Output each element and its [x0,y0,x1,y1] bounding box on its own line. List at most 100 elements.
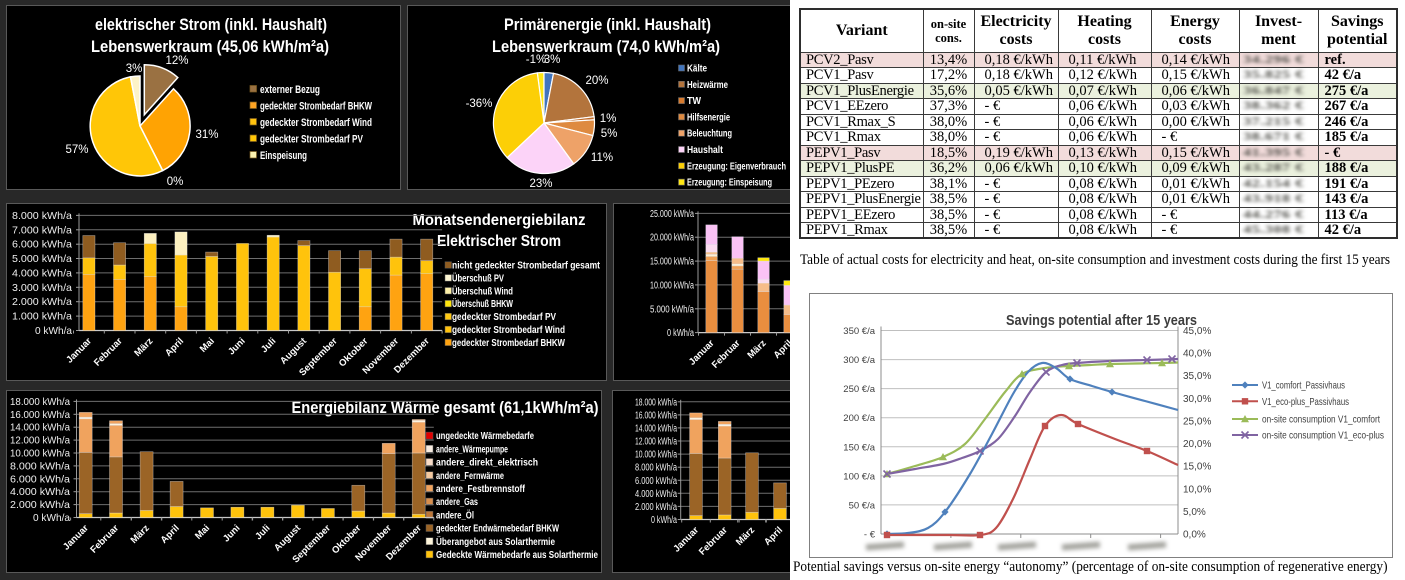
svg-text:andere_Fernwärme: andere_Fernwärme [436,471,504,482]
svg-text:16.000 kWh/a: 16.000 kWh/a [635,410,677,421]
svg-text:Überangebot aus Solarthermie: Überangebot aus Solarthermie [436,535,555,548]
svg-text:April: April [772,338,790,361]
svg-text:8.000 kWh/a: 8.000 kWh/a [10,460,70,472]
svg-text:Monatsendenergiebilanz: Monatsendenergiebilanz [413,212,586,229]
svg-text:57%: 57% [65,144,88,156]
svg-text:20.000 kWh/a: 20.000 kWh/a [650,233,694,244]
svg-text:0 kWh/a: 0 kWh/a [651,515,677,526]
svg-text:-36%: -36% [466,98,493,110]
svg-text:gedeckter Strombedarf Wind: gedeckter Strombedarf Wind [260,117,372,129]
svg-text:31%: 31% [195,129,218,141]
svg-text:3%: 3% [126,63,143,75]
svg-text:14.000 kWh/a: 14.000 kWh/a [10,422,70,434]
svg-text:10,0%: 10,0% [1183,484,1211,495]
svg-text:16.000 kWh/a: 16.000 kWh/a [10,409,70,421]
svg-text:200 €/a: 200 €/a [843,413,875,424]
svg-text:Lebenswerkraum (45,06 kWh/m²a): Lebenswerkraum (45,06 kWh/m²a) [91,37,329,56]
svg-text:0 kWh/a: 0 kWh/a [33,512,70,524]
svg-text:April: April [159,523,182,546]
svg-text:- €: - € [864,530,876,541]
svg-text:April: April [163,336,186,359]
svg-text:Überschuß BHKW: Überschuß BHKW [452,297,513,310]
svg-text:März: März [734,525,757,548]
svg-text:18.000 kWh/a: 18.000 kWh/a [635,397,677,408]
svg-text:Überschuß PV: Überschuß PV [452,271,504,284]
svg-text:on-site consumption V1_eco-plu: on-site consumption V1_eco-plus [1262,430,1384,442]
svg-text:1.000 kWh/a: 1.000 kWh/a [12,311,72,323]
svg-text:3%: 3% [544,54,561,66]
svg-text:gedeckter Strombedarf BHKW: gedeckter Strombedarf BHKW [260,101,372,113]
svg-text:andere_direkt_elektrisch: andere_direkt_elektrisch [436,458,538,469]
svg-text:Februar: Februar [710,338,743,371]
svg-text:25.000 kWh/a: 25.000 kWh/a [650,209,694,220]
svg-text:gedeckter Strombedarf BHKW: gedeckter Strombedarf BHKW [452,338,565,349]
svg-text:Juli: Juli [253,523,272,542]
svg-text:15,0%: 15,0% [1183,462,1211,473]
svg-text:8.000 kWh/a: 8.000 kWh/a [12,210,72,222]
svg-text:Einspeisung: Einspeisung [260,150,307,162]
svg-text:V1_comfort_Passivhaus: V1_comfort_Passivhaus [1262,380,1345,392]
svg-text:V1_eco-plus_Passivhaus: V1_eco-plus_Passivhaus [1262,396,1349,408]
svg-text:nicht gedeckter Strombedarf ge: nicht gedeckter Strombedarf gesamt [452,261,601,272]
svg-text:35,0%: 35,0% [1183,371,1211,382]
svg-text:Februar: Februar [697,525,730,558]
svg-text:gedeckter Strombedarf PV: gedeckter Strombedarf PV [260,134,363,146]
svg-text:4.000 kWh/a: 4.000 kWh/a [635,489,677,500]
svg-text:2.000 kWh/a: 2.000 kWh/a [635,502,677,513]
svg-text:5,0%: 5,0% [1183,507,1206,518]
svg-text:Kälte: Kälte [687,63,707,75]
svg-text:50 €/a: 50 €/a [849,500,876,511]
svg-text:andere_Gas: andere_Gas [436,497,478,508]
svg-text:5.000 kWh/a: 5.000 kWh/a [12,253,72,265]
svg-text:Überschuß Wind: Überschuß Wind [452,284,513,297]
svg-text:300 €/a: 300 €/a [843,355,875,366]
svg-text:April: April [762,525,785,548]
svg-text:12.000 kWh/a: 12.000 kWh/a [635,437,677,448]
svg-text:10.000 kWh/a: 10.000 kWh/a [650,280,694,291]
svg-text:0,0%: 0,0% [1183,530,1206,541]
svg-text:7.000 kWh/a: 7.000 kWh/a [12,224,72,236]
svg-text:Heizwärme: Heizwärme [687,79,728,91]
svg-text:0 kWh/a: 0 kWh/a [35,325,72,337]
svg-text:gedeckter Strombedarf PV: gedeckter Strombedarf PV [452,312,556,323]
svg-text:15.000 kWh/a: 15.000 kWh/a [650,257,694,268]
svg-text:20,0%: 20,0% [1183,439,1211,450]
svg-text:40,0%: 40,0% [1183,349,1211,360]
svg-text:Mai: Mai [198,336,217,355]
svg-text:Elektrischer Strom: Elektrischer Strom [437,233,561,250]
svg-text:Juli: Juli [259,336,278,355]
svg-text:250 €/a: 250 €/a [843,384,875,395]
svg-text:Haushalt: Haushalt [687,144,723,156]
svg-text:Energiebilanz Wärme gesamt (61: Energiebilanz Wärme gesamt (61,1kWh/m²a) [292,398,599,417]
svg-text:0%: 0% [167,176,184,188]
svg-text:Primärenergie (inkl. Haushalt): Primärenergie (inkl. Haushalt) [504,15,711,34]
svg-text:4.000 kWh/a: 4.000 kWh/a [12,267,72,279]
svg-text:2.000 kWh/a: 2.000 kWh/a [10,499,70,511]
svg-text:on-site consumption V1_comfort: on-site consumption V1_comfort [1262,414,1380,426]
svg-text:12%: 12% [165,55,188,67]
svg-text:350 €/a: 350 €/a [843,326,875,337]
svg-text:März: März [746,338,769,361]
svg-text:18.000 kWh/a: 18.000 kWh/a [10,396,70,408]
svg-text:ungedeckte Wärmebedarfe: ungedeckte Wärmebedarfe [436,431,534,442]
svg-text:Erzeugung: Einspeisung: Erzeugung: Einspeisung [687,177,772,189]
svg-text:Februar: Februar [92,336,125,369]
svg-text:1%: 1% [600,113,617,125]
svg-text:Juni: Juni [221,523,243,545]
svg-text:10.000 kWh/a: 10.000 kWh/a [635,450,677,461]
svg-text:elektrischer Strom (inkl. Haus: elektrischer Strom (inkl. Haushalt) [95,15,327,34]
svg-text:2.000 kWh/a: 2.000 kWh/a [12,296,72,308]
svg-text:150 €/a: 150 €/a [843,442,875,453]
svg-text:5.000 kWh/a: 5.000 kWh/a [650,304,694,315]
svg-text:12.000 kWh/a: 12.000 kWh/a [10,435,70,447]
svg-text:6.000 kWh/a: 6.000 kWh/a [10,473,70,485]
svg-text:Lebenswerkraum (74,0 kWh/m²a): Lebenswerkraum (74,0 kWh/m²a) [492,37,720,56]
svg-text:6.000 kWh/a: 6.000 kWh/a [12,239,72,251]
svg-text:TW: TW [687,95,701,107]
svg-text:3.000 kWh/a: 3.000 kWh/a [12,282,72,294]
svg-text:Mai: Mai [193,523,212,542]
svg-text:6.000 kWh/a: 6.000 kWh/a [635,476,677,487]
svg-text:Erzeugung: Eigenverbrauch: Erzeugung: Eigenverbrauch [687,160,786,172]
svg-text:11%: 11% [591,152,613,164]
svg-text:Januar: Januar [61,523,91,553]
